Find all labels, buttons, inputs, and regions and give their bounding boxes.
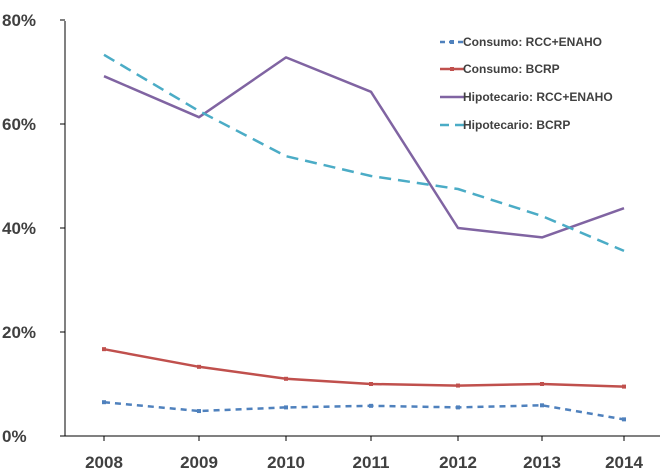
legend-marker xyxy=(450,67,454,71)
legend-marker xyxy=(450,40,454,44)
data-point-consumo-bcrp xyxy=(540,382,544,386)
y-tick-label: 80% xyxy=(2,11,36,30)
series-line-hipotecario-bcrp xyxy=(103,53,625,253)
data-point-consumo-rcc-enaho xyxy=(369,403,373,408)
data-point-consumo-bcrp xyxy=(456,383,460,388)
legend-label: Hipotecario: BCRP xyxy=(463,118,570,132)
x-tick-label: 2010 xyxy=(267,453,305,472)
y-tick-label: 40% xyxy=(2,219,36,238)
y-tick-label: 20% xyxy=(2,323,36,342)
data-point-consumo-bcrp xyxy=(369,382,373,386)
x-tick-label: 2014 xyxy=(605,453,643,472)
x-tick-label: 2008 xyxy=(85,453,123,472)
x-tick-label: 2012 xyxy=(439,453,477,472)
series-line-consumo-bcrp xyxy=(103,347,625,388)
x-tick-label: 2013 xyxy=(523,453,561,472)
data-point-consumo-rcc-enaho xyxy=(284,405,288,410)
data-point-consumo-rcc-enaho xyxy=(622,417,626,422)
series-line-hipotecario-rcc-enaho xyxy=(103,56,625,239)
x-tick-label: 2011 xyxy=(353,453,390,472)
data-point-consumo-bcrp xyxy=(622,384,626,389)
data-point-consumo-bcrp xyxy=(102,347,106,352)
data-point-consumo-bcrp xyxy=(284,376,288,381)
data-point-consumo-rcc-enaho xyxy=(540,403,544,408)
series-line-consumo-rcc-enaho xyxy=(103,400,625,421)
legend: Consumo: RCC+ENAHO Consumo: BCRP Hipotecar… xyxy=(440,35,613,132)
data-point-consumo-rcc-enaho xyxy=(197,409,201,414)
data-point-consumo-rcc-enaho xyxy=(456,405,460,410)
legend-label: Hipotecario: RCC+ENAHO xyxy=(463,90,613,104)
legend-label: Consumo: RCC+ENAHO xyxy=(463,35,602,49)
data-point-consumo-bcrp xyxy=(197,364,201,369)
x-tick-label: 2009 xyxy=(180,453,218,472)
data-point-consumo-rcc-enaho xyxy=(102,400,106,405)
legend-label: Consumo: BCRP xyxy=(463,62,560,76)
series-lines xyxy=(102,53,626,422)
x-axis-ticks: 2008 2009 2010 2011 2012 2013 2014 xyxy=(85,436,643,472)
y-axis-ticks: 0% 20% 40% 60% 80% xyxy=(2,11,65,446)
y-tick-label: 0% xyxy=(2,427,27,446)
y-tick-label: 60% xyxy=(2,115,36,134)
